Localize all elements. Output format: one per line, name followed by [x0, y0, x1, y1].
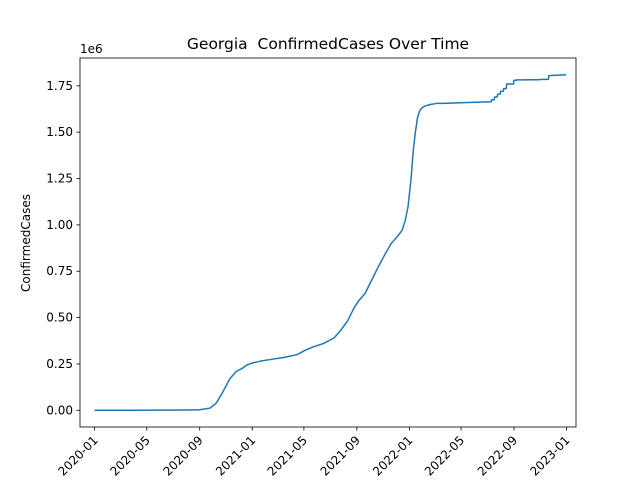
y-tick-label: 0.50	[46, 311, 73, 325]
y-tick-label: 0.00	[46, 403, 73, 417]
y-offset-label: 1e6	[80, 42, 103, 56]
series-line	[94, 73, 567, 412]
axes-frame	[79, 57, 577, 428]
y-tick-label: 0.25	[46, 357, 73, 371]
y-tick-label: 1.75	[46, 79, 73, 93]
y-axis-label: ConfirmedCases	[19, 194, 33, 292]
y-tick-label: 1.00	[46, 218, 73, 232]
y-tick-label: 1.50	[46, 125, 73, 139]
chart-title: Georgia ConfirmedCases Over Time	[187, 35, 469, 53]
y-tick-label: 1.25	[46, 172, 73, 186]
y-tick-label: 0.75	[46, 264, 73, 278]
